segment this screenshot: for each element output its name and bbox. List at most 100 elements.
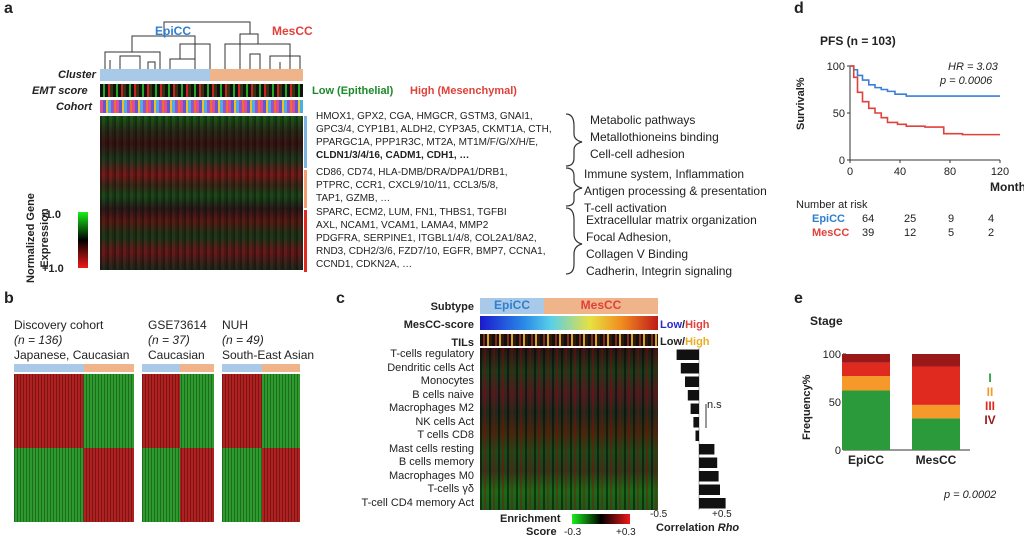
stage-bar-segment xyxy=(842,376,890,391)
stage-ytick-label: 0 xyxy=(835,445,841,457)
stage-bar-segment xyxy=(842,354,890,363)
stage-title: Stage xyxy=(810,314,843,328)
corr-label: Correlation Rho xyxy=(656,521,739,535)
rho-bar xyxy=(690,403,699,414)
stage-bar-segment xyxy=(842,390,890,450)
cohort-n: (n = 49) xyxy=(222,333,264,347)
pathway-label: T-cell activation xyxy=(584,201,667,215)
cohort1-heatmap xyxy=(14,374,134,522)
stage-bar-segment xyxy=(912,418,960,450)
cohort-name: Discovery cohort xyxy=(14,318,104,332)
gene-line: TAP1, GZMB, … xyxy=(316,193,391,204)
corr-max: +0.5 xyxy=(712,509,732,520)
cell-type-label: T cells CD8 xyxy=(417,429,474,441)
cohort-2-text: GSE73614 (n = 37) Caucasian xyxy=(148,318,207,363)
heatmap-ylabel-line1: Normalized Gene xyxy=(25,193,37,283)
pathway-label: Collagen V Binding xyxy=(586,247,689,261)
risk-value: 64 xyxy=(862,213,875,225)
stage-p: p = 0.0002 xyxy=(944,489,997,501)
rho-bar xyxy=(699,484,720,495)
cell-type-label: NK cells Act xyxy=(415,415,474,428)
gene-line: PPARGC1A, PPP1R3C, MT2A, MT1M/F/G/X/H/E, xyxy=(316,137,539,148)
gene-line: SPARC, ECM2, LUM, FN1, THBS1, TGFBI xyxy=(316,207,507,218)
stage-legend-item: IV xyxy=(984,413,995,427)
cell-type-label: Macrophages M0 xyxy=(389,469,474,482)
score-high: High xyxy=(685,319,710,331)
rho-bar xyxy=(685,376,699,387)
cell-type-label: B cells memory xyxy=(398,456,474,468)
rho-bar xyxy=(695,430,699,441)
stage-ytick-label: 100 xyxy=(823,349,841,361)
score-legend: Low/High xyxy=(660,319,710,331)
cohort-3-text: NUH (n = 49) South-East Asian xyxy=(222,318,314,363)
cluster-marker-2 xyxy=(304,170,307,208)
risk-value: 5 xyxy=(948,227,955,239)
km-xtick-label: 80 xyxy=(944,166,956,178)
panel-c-heatmap xyxy=(480,348,658,510)
panel-d-label: d xyxy=(794,0,804,17)
panel-a-dendrogram xyxy=(104,21,301,70)
gene-line: HMOX1, GPX2, CGA, HMGCR, GSTM3, GNAI1, xyxy=(316,111,533,122)
panel-b-label: b xyxy=(4,290,14,307)
risk-mescc-label: MesCC xyxy=(812,227,850,239)
cell-type-label: T-cells regulatory xyxy=(390,348,474,360)
panel-a-label: a xyxy=(4,0,13,17)
gene-line: PDGFRA, SERPINE1, ITGBL1/4/8, COL2A1/8A2… xyxy=(316,233,537,244)
gene-line: RND3, CDH2/3/6, FZD7/10, EGFR, BMP7, CCN… xyxy=(316,246,546,257)
pathway-group-2: Immune system, Inflammation Antigen proc… xyxy=(584,166,767,217)
gene-line: CD86, CD74, HLA-DMB/DRA/DPA1/DRB1, xyxy=(316,167,508,178)
stage-category-label: EpiCC xyxy=(848,453,884,467)
cluster-bar-mescc xyxy=(210,69,303,81)
cohort-pop: Caucasian xyxy=(148,348,205,362)
ylabel-wrap: Normalized Gene Expression xyxy=(14,170,58,310)
rho-bar xyxy=(699,444,715,455)
cell-type-label: T-cell CD4 memory Act xyxy=(361,496,474,509)
pathway-label: Antigen processing & presentation xyxy=(584,184,767,198)
cohort3-bar-epi xyxy=(222,364,262,372)
km-p: p = 0.0006 xyxy=(940,75,993,87)
cohort1-bar-epi xyxy=(14,364,84,372)
dendro-mescc-label: MesCC xyxy=(272,24,313,38)
cohort2-bar-mes xyxy=(180,364,214,372)
gene-group-3: SPARC, ECM2, LUM, FN1, THBS1, TGFBI AXL,… xyxy=(316,206,574,271)
cluster-marker-1 xyxy=(304,116,307,168)
corr-word: Correlation xyxy=(656,522,715,534)
cohort3-bar-mes xyxy=(262,364,300,372)
pathway-label: Metallothioneins binding xyxy=(590,130,719,144)
row-label-mescc-score: MesCC-score xyxy=(403,319,474,331)
rho-bar xyxy=(676,349,699,360)
risk-value: 2 xyxy=(988,227,995,239)
heatmap-ylabel-line2: Expression xyxy=(39,208,51,268)
score-low: Low xyxy=(660,319,682,331)
stage-ylabel: Frequency% xyxy=(801,374,813,440)
rho-bar xyxy=(699,498,726,509)
cohort-pop: South-East Asian xyxy=(222,348,315,362)
cohort-bar xyxy=(100,100,303,113)
rho-barplot xyxy=(676,348,726,510)
enrichment-min: -0.3 xyxy=(564,527,582,538)
dendro-epicc-label: EpiCC xyxy=(155,24,191,38)
risk-value: 39 xyxy=(862,227,875,239)
pathway-label: Cadherin, Integrin signaling xyxy=(586,264,733,278)
cluster-marker-3 xyxy=(304,210,307,272)
cluster-bar-epicc xyxy=(100,69,210,81)
km-ytick-label: 100 xyxy=(827,61,845,73)
gene-group-1: HMOX1, GPX2, CGA, HMGCR, GSTM3, GNAI1, G… xyxy=(316,110,574,162)
cohort-1-text: Discovery cohort (n = 136) Japanese, Cau… xyxy=(14,318,129,363)
row-label-tils: TILs xyxy=(451,337,474,349)
pathway-label: Cell-cell adhesion xyxy=(590,147,685,161)
rho-bar xyxy=(687,390,699,401)
stage-category-label: MesCC xyxy=(916,453,957,467)
gene-line: AXL, NCAM1, VCAM1, LAMA4, MMP2 xyxy=(316,220,489,231)
gene-brackets xyxy=(565,113,583,275)
tils-legend: Low/High xyxy=(660,336,710,348)
row-label-emt: EMT score xyxy=(32,85,88,97)
tils-bar xyxy=(480,334,658,346)
emt-low-label: Low (Epithelial) xyxy=(312,85,394,97)
cell-type-labels: T-cells regulatory Dendritic cells Act Mon… xyxy=(340,348,474,510)
km-xtick-label: 120 xyxy=(991,166,1009,178)
km-xtick-label: 0 xyxy=(847,166,853,178)
risk-value: 4 xyxy=(988,213,995,225)
pathway-label: Extracellular matrix organization xyxy=(586,213,757,227)
risk-value: 12 xyxy=(904,227,917,239)
